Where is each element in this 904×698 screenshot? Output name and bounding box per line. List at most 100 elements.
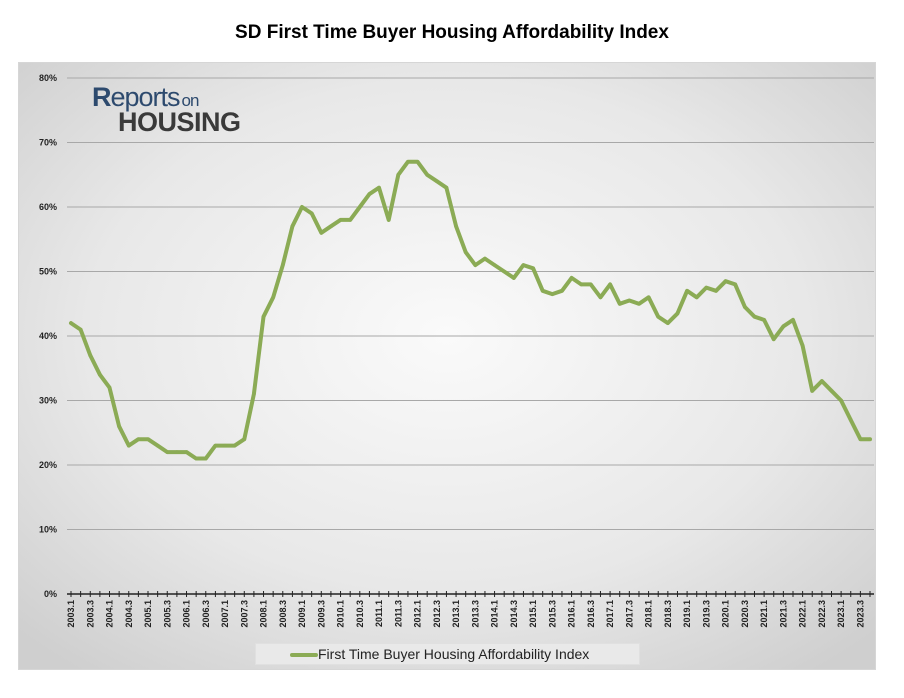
x-tick-label: 2003.3 <box>85 600 95 628</box>
data-point <box>261 314 266 319</box>
data-point <box>723 279 728 283</box>
legend-label: First Time Buyer Housing Affordability I… <box>318 646 590 662</box>
logo-line-1: Reports on <box>92 82 200 113</box>
x-tick-label: 2009.3 <box>316 600 326 628</box>
data-point <box>540 289 545 293</box>
y-tick-label: 30% <box>39 396 57 406</box>
data-point <box>463 250 468 254</box>
data-point <box>771 337 776 342</box>
data-point <box>165 450 170 454</box>
data-point <box>531 266 535 271</box>
data-point <box>319 231 324 235</box>
data-point <box>107 385 112 390</box>
grid-lines <box>67 77 874 530</box>
x-tick-labels: 2003.1 2003.3 2004.1 2004.3 2005.1 2005.3 2006… <box>66 600 865 628</box>
x-tick-label: 2004.3 <box>124 600 134 628</box>
data-point <box>617 301 622 306</box>
data-point <box>223 443 227 448</box>
data-point <box>444 185 449 190</box>
data-point <box>666 321 670 325</box>
x-tick-label: 2013.1 <box>451 600 461 628</box>
x-tick-label: 2008.3 <box>278 600 288 628</box>
data-point <box>839 398 843 403</box>
data-point <box>232 443 237 448</box>
x-tick-label: 2020.3 <box>740 600 750 628</box>
data-point <box>492 263 497 267</box>
data-point <box>242 437 247 442</box>
data-point <box>300 205 304 209</box>
chart-frame: 0% 10% 20% 30% 40% 50% 60% 70% 80% 2003.1 2003.3 2… <box>18 62 876 670</box>
y-tick-label: 40% <box>39 331 57 341</box>
data-point <box>271 295 275 300</box>
data-point <box>800 343 805 348</box>
data-point <box>627 298 632 303</box>
x-tick-label: 2023.1 <box>836 600 846 628</box>
data-point <box>656 314 661 319</box>
data-point <box>175 450 179 454</box>
x-tick-label: 2014.3 <box>509 600 519 628</box>
data-point <box>146 437 150 442</box>
x-tick-label: 2022.3 <box>817 600 827 628</box>
data-point <box>714 289 718 293</box>
data-point <box>743 305 747 309</box>
x-tick-label: 2018.1 <box>644 600 654 628</box>
x-tick-label: 2005.3 <box>162 600 172 628</box>
plot-background <box>19 63 875 669</box>
data-point <box>675 311 680 316</box>
data-point <box>386 218 391 222</box>
data-point <box>396 172 401 177</box>
data-point <box>521 263 526 267</box>
y-tick-labels: 0% 10% 20% 30% 40% 50% 60% 70% 80% <box>39 73 57 599</box>
data-point <box>126 443 131 448</box>
data-point <box>290 224 295 229</box>
y-tick-label: 80% <box>39 73 57 83</box>
x-tick-label: 2014.1 <box>490 600 500 628</box>
data-point <box>858 437 863 442</box>
x-tick-label: 2017.3 <box>624 600 634 628</box>
y-tick-label: 50% <box>39 267 57 277</box>
x-tick-label: 2021.1 <box>759 600 769 628</box>
data-point <box>550 292 555 296</box>
x-tick-label: 2004.1 <box>105 600 115 628</box>
data-point <box>579 282 584 287</box>
reports-on-housing-logo: Reports on HOUSING <box>92 82 252 137</box>
data-point <box>560 289 564 293</box>
data-point <box>367 192 372 196</box>
data-point <box>752 314 757 319</box>
data-point <box>329 224 333 229</box>
data-point <box>848 418 853 422</box>
data-point <box>203 456 208 461</box>
data-point <box>357 205 362 209</box>
data-point <box>512 276 516 280</box>
x-tick-label: 2018.3 <box>663 600 673 628</box>
data-point <box>348 218 352 222</box>
line-chart: 0%10%20%30%40%50%60%70%80% 2003.1 2003.3 2… <box>19 63 875 669</box>
x-tick-label: 2016.1 <box>567 600 577 628</box>
logo-word-on: on <box>181 91 200 110</box>
data-point <box>155 443 160 448</box>
data-point <box>685 289 689 293</box>
data-point <box>338 218 343 222</box>
data-point <box>415 160 420 164</box>
data-point <box>425 172 429 177</box>
x-tick-label: 2022.1 <box>798 600 808 628</box>
data-point <box>608 282 612 287</box>
x-tick-label: 2011.1 <box>374 600 384 627</box>
data-point <box>704 285 709 290</box>
data-point <box>502 269 506 274</box>
legend: First Time Buyer Housing Affordability I… <box>255 643 640 665</box>
data-point <box>598 295 603 300</box>
x-axis <box>67 591 874 597</box>
data-point <box>646 295 651 300</box>
data-point <box>69 321 73 325</box>
data-point <box>810 389 815 393</box>
data-point <box>762 318 766 322</box>
data-point <box>820 379 824 383</box>
legend-swatch <box>290 653 318 657</box>
x-tick-label: 2007.3 <box>239 600 249 628</box>
y-tick-label: 70% <box>39 138 57 148</box>
y-tick-label: 20% <box>39 460 57 470</box>
x-tick-label: 2009.1 <box>297 600 307 628</box>
x-tick-label: 2015.1 <box>528 600 538 628</box>
data-point <box>78 327 83 332</box>
